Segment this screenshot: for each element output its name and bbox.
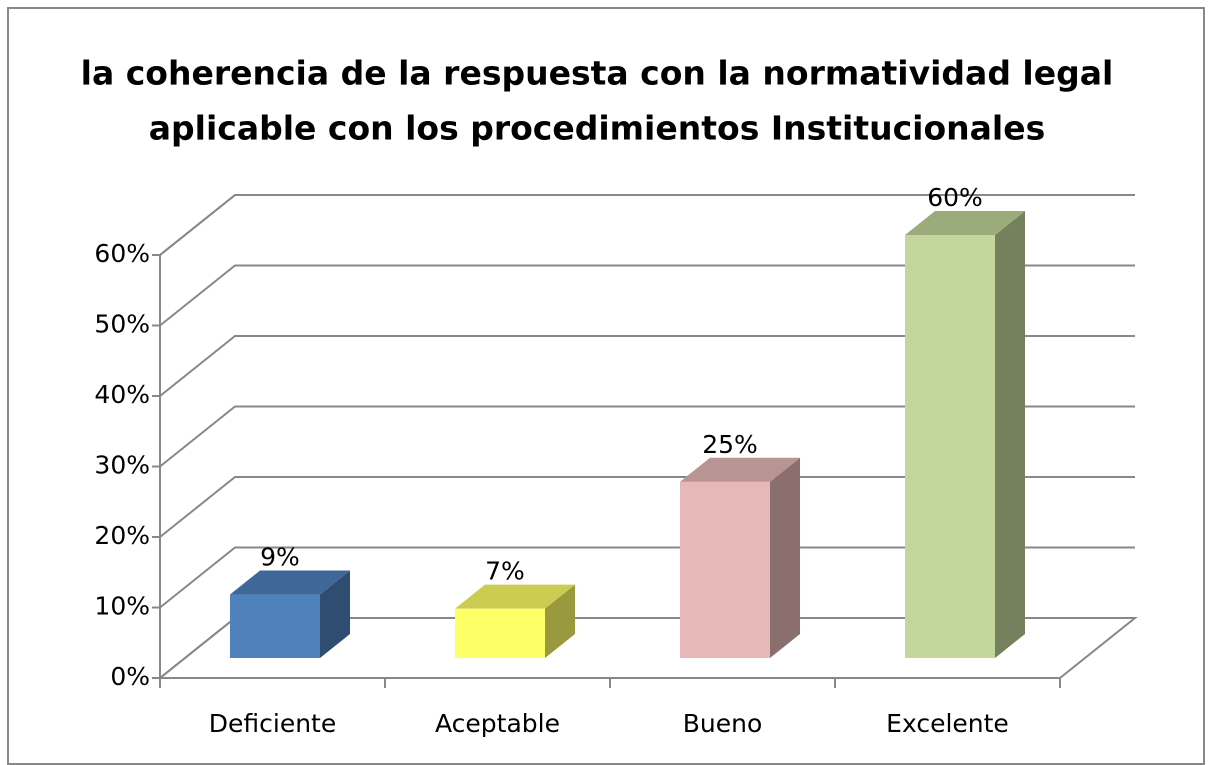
y-tick-label: 60% [94,239,150,268]
grid-line [159,405,1135,468]
bar-side [320,570,350,658]
y-tick-label: 50% [94,310,150,339]
chart-title: la coherencia de la respuesta con la nor… [81,54,1114,93]
x-tick-label: Aceptable [435,709,560,738]
grid-line [159,264,1135,327]
y-tick-label: 40% [94,380,150,409]
y-tick-label: 30% [94,451,150,480]
bar-top [680,457,800,482]
grid-line [159,335,1135,397]
bar [680,481,770,658]
chart-title: aplicable con los procedimientos Institu… [149,109,1045,148]
value-label: 9% [260,543,300,572]
bar-top [455,584,575,609]
bar-side [545,584,575,658]
grid-line [159,476,1135,538]
value-label: 25% [702,430,758,459]
y-tick-label: 10% [94,592,150,621]
grid-line [159,194,1135,256]
grid-line [159,546,1135,609]
value-label: 60% [927,183,983,212]
y-tick-label: 20% [94,521,150,550]
bar-top [905,211,1025,235]
x-tick-label: Bueno [683,709,763,738]
x-tick-label: Deficiente [209,709,336,738]
bar [455,608,545,658]
x-tick-label: Excelente [886,709,1009,738]
y-tick-label: 0% [110,662,150,691]
bar [230,594,320,658]
bar-side [770,457,800,658]
bar [905,235,995,658]
value-label: 7% [485,557,525,586]
bar-top [230,570,350,595]
bar-side [995,211,1025,658]
